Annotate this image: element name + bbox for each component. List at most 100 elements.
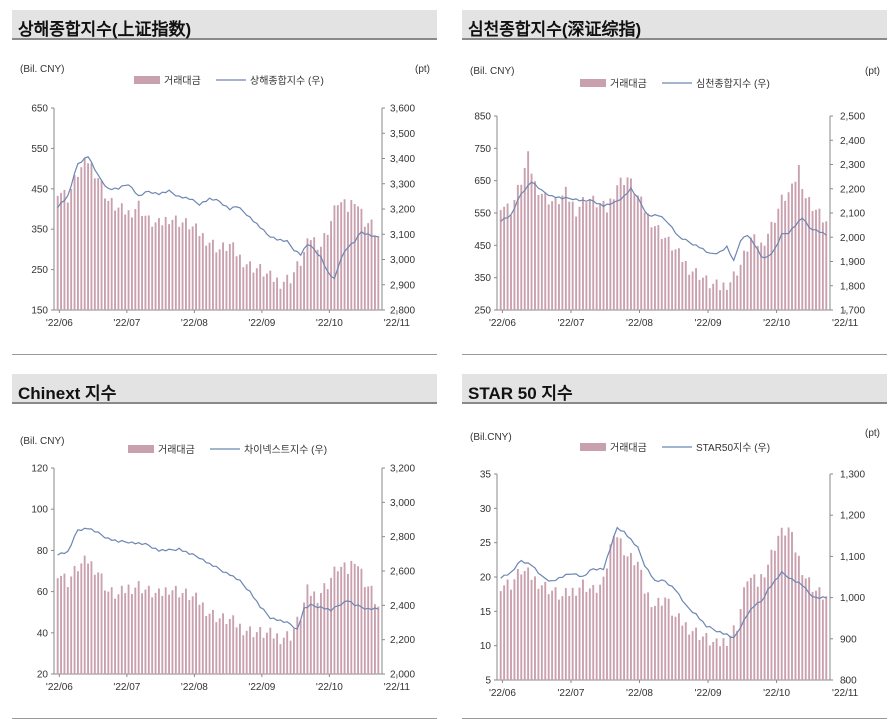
bar xyxy=(674,616,677,680)
bar xyxy=(667,598,670,680)
bar xyxy=(87,163,89,310)
bar xyxy=(70,576,73,674)
bar xyxy=(60,575,62,674)
bar xyxy=(208,613,211,674)
bar xyxy=(722,638,725,680)
bar xyxy=(575,216,578,310)
bar xyxy=(239,254,241,310)
bar xyxy=(188,229,191,310)
bar xyxy=(174,215,177,310)
bar xyxy=(134,587,137,674)
bar xyxy=(784,535,787,680)
bar xyxy=(363,587,366,674)
legend-bar-swatch xyxy=(128,445,154,453)
bar xyxy=(503,585,506,680)
bar xyxy=(516,568,519,680)
bar xyxy=(242,635,245,674)
bar xyxy=(306,238,309,310)
bar xyxy=(255,632,258,674)
bar xyxy=(357,206,359,310)
bar xyxy=(763,245,766,310)
bar xyxy=(547,204,550,310)
bar xyxy=(534,576,536,680)
y2-tick-label: 3,000 xyxy=(390,498,415,509)
bar xyxy=(353,563,356,674)
bar xyxy=(201,233,204,310)
bar xyxy=(350,560,353,674)
bar xyxy=(588,198,591,310)
y-tick-label: 650 xyxy=(31,104,48,115)
y2-tick-label: 3,300 xyxy=(390,179,415,190)
bar xyxy=(127,584,130,674)
bar xyxy=(90,163,93,310)
bar xyxy=(760,242,763,310)
bar xyxy=(794,181,797,310)
bar xyxy=(698,639,701,680)
bar xyxy=(320,593,322,674)
bar xyxy=(164,216,167,310)
bar xyxy=(773,550,776,680)
bar xyxy=(705,275,708,310)
y2-tick-label: 800 xyxy=(840,676,857,687)
bar xyxy=(70,188,73,310)
y-tick-label: 850 xyxy=(474,112,491,123)
bar xyxy=(117,207,120,310)
bar xyxy=(571,587,574,680)
bar xyxy=(114,210,116,310)
bar xyxy=(124,214,127,310)
bar xyxy=(653,605,656,680)
bar xyxy=(63,573,66,674)
bar xyxy=(242,267,245,310)
bar xyxy=(161,225,164,310)
bar xyxy=(316,602,319,674)
legend-bar-swatch xyxy=(134,76,160,84)
bar xyxy=(340,202,343,310)
bar xyxy=(336,571,339,674)
bar xyxy=(367,586,370,674)
legend-line-label: 차이넥스트지수 (우) xyxy=(244,444,327,456)
bar xyxy=(80,167,83,310)
bar xyxy=(215,252,218,310)
bar xyxy=(259,627,262,674)
x-tick-label: '22/11 xyxy=(384,682,411,693)
bar xyxy=(77,571,79,674)
bar xyxy=(299,265,302,310)
bar xyxy=(134,209,137,310)
bar xyxy=(592,195,595,310)
bar xyxy=(377,235,380,310)
bar xyxy=(636,195,639,310)
bar xyxy=(582,579,584,680)
x-tick-label: '22/11 xyxy=(832,688,859,699)
x-tick-label: '22/08 xyxy=(181,318,208,329)
x-tick-label: '22/07 xyxy=(558,318,585,329)
bar xyxy=(249,261,251,310)
bar xyxy=(293,628,295,674)
y2-tick-label: 2,800 xyxy=(390,532,415,543)
unit-left: (Bil. CNY) xyxy=(20,64,64,75)
y2-tick-label: 3,000 xyxy=(390,255,415,266)
bar xyxy=(561,195,564,310)
bar xyxy=(777,535,780,680)
bar xyxy=(360,568,363,674)
y-tick-label: 250 xyxy=(474,306,491,317)
bar xyxy=(626,556,629,680)
bar xyxy=(715,279,718,310)
y2-tick-label: 3,400 xyxy=(390,154,415,165)
bar xyxy=(818,587,821,680)
bar xyxy=(667,236,670,310)
bar xyxy=(749,237,752,310)
bar xyxy=(513,200,516,310)
bar xyxy=(513,579,516,680)
index-line xyxy=(500,181,827,262)
bar xyxy=(188,600,191,674)
bar xyxy=(749,577,752,680)
y-tick-label: 650 xyxy=(474,176,491,187)
bar xyxy=(110,587,113,674)
bar xyxy=(333,566,336,674)
bar xyxy=(222,242,224,310)
legend-bar-swatch xyxy=(580,443,606,451)
bar xyxy=(643,212,646,310)
bar xyxy=(66,587,69,674)
y-tick-label: 150 xyxy=(31,306,48,317)
bar xyxy=(296,261,299,310)
